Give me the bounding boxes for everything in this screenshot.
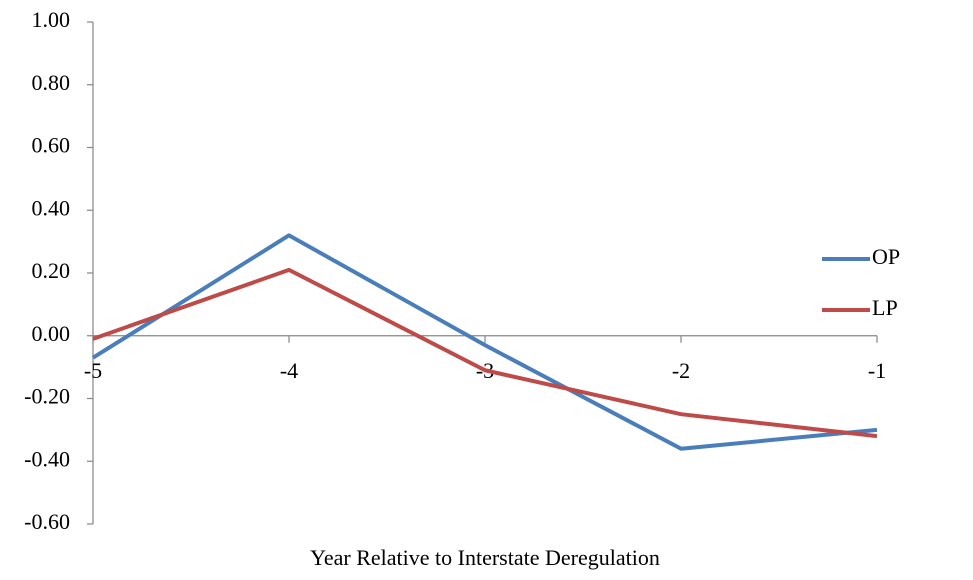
- x-tick-label: -4: [280, 358, 298, 383]
- y-tick-label: 0.20: [32, 258, 71, 283]
- series-line: [91, 233, 878, 451]
- x-tick-label: -5: [84, 358, 102, 383]
- legend-label: OP: [872, 244, 900, 269]
- x-tick-label: -1: [868, 358, 886, 383]
- x-tick-label: -2: [672, 358, 690, 383]
- x-axis-label: Year Relative to Interstate Deregulation: [310, 545, 660, 570]
- y-tick-label: 0.80: [32, 70, 71, 95]
- y-tick-label: -0.20: [24, 384, 70, 409]
- series-line: [92, 267, 878, 439]
- y-tick-label: 0.00: [32, 321, 71, 346]
- legend-label: LP: [872, 295, 898, 320]
- y-tick-label: -0.60: [24, 509, 70, 534]
- y-tick-label: 1.00: [32, 7, 71, 32]
- y-tick-label: -0.40: [24, 446, 70, 471]
- y-tick-label: 0.60: [32, 133, 71, 158]
- y-tick-label: 0.40: [32, 195, 71, 220]
